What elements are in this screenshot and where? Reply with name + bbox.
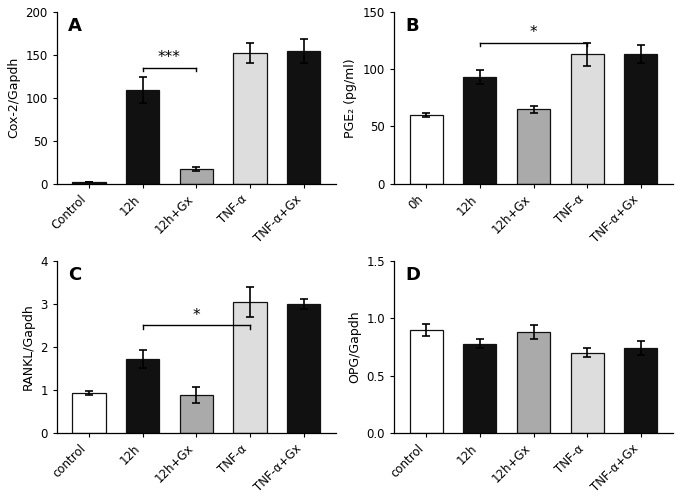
Bar [233,53,267,184]
Bar [517,109,550,184]
Bar [287,52,320,184]
Y-axis label: Cox-2/Gapdh: Cox-2/Gapdh [7,57,20,138]
Bar [624,54,658,184]
Text: C: C [68,266,81,284]
Bar [571,54,604,184]
Y-axis label: OPG/Gapdh: OPG/Gapdh [347,311,361,383]
Bar [72,182,105,184]
Bar [463,344,496,433]
Text: *: * [530,25,537,40]
Text: D: D [405,266,420,284]
Bar [517,332,550,433]
Bar [409,115,443,184]
Text: *: * [192,308,200,323]
Bar [126,359,159,433]
Bar [180,395,213,433]
Text: ***: *** [158,50,181,65]
Bar [624,348,658,433]
Bar [180,169,213,184]
Bar [72,393,105,433]
Bar [126,90,159,184]
Bar [463,77,496,184]
Bar [409,330,443,433]
Bar [287,304,320,433]
Y-axis label: RANKL/Gapdh: RANKL/Gapdh [22,304,35,390]
Y-axis label: PGE₂ (pg/ml): PGE₂ (pg/ml) [344,58,357,138]
Bar [233,302,267,433]
Text: B: B [405,17,419,35]
Bar [571,353,604,433]
Text: A: A [68,17,82,35]
